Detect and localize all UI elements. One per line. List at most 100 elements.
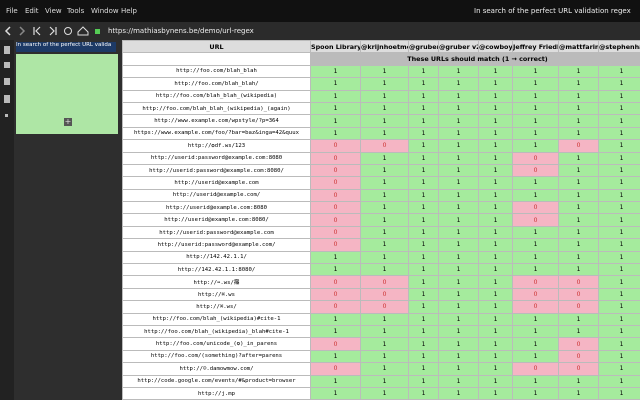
- result-cell: 1: [512, 139, 559, 153]
- result-row: http://foo.com/unicode_(✪)_in_parens 0 1 1 1…: [122, 337, 640, 351]
- result-cell: 0: [512, 213, 559, 227]
- result-cell: 1: [512, 250, 559, 265]
- result-cell: 1: [558, 101, 599, 116]
- result-cell: 1: [598, 238, 640, 252]
- menu-item[interactable]: View: [45, 7, 62, 15]
- url-cell: http://foo.com/blah_(wikipedia)_blah#cit…: [122, 324, 311, 339]
- result-cell: 1: [408, 213, 439, 227]
- new-tab-button[interactable]: +: [64, 117, 72, 126]
- url-cell: http://userid:password@example.com: [122, 225, 311, 240]
- result-cell: 0: [512, 275, 559, 289]
- result-cell: 1: [360, 64, 409, 79]
- result-cell: 1: [558, 64, 599, 79]
- menu-item[interactable]: File: [6, 7, 18, 15]
- nav-buttons[interactable]: [0, 22, 100, 40]
- result-cell: 1: [408, 263, 439, 277]
- result-cell: 1: [558, 201, 599, 215]
- result-cell: 1: [512, 337, 559, 351]
- result-cell: 1: [408, 225, 439, 240]
- result-row: http://foo.com/(something)?after=parens 1…: [122, 349, 640, 364]
- result-cell: 1: [558, 126, 599, 141]
- menu-item[interactable]: Tools: [67, 7, 85, 15]
- result-cell: 0: [310, 176, 361, 190]
- url-cell: http://userid:password@example.com:8080/: [122, 163, 311, 178]
- result-cell: 1: [360, 151, 409, 165]
- result-cell: 1: [408, 201, 439, 215]
- url-cell: http://userid:password@example.com/: [122, 238, 311, 252]
- address-bar[interactable]: https://mathiasbynens.be/demo/url-regex: [108, 27, 254, 35]
- result-cell: 1: [360, 188, 409, 203]
- result-cell: 1: [558, 89, 599, 103]
- result-cell: 1: [478, 349, 513, 364]
- url-cell: http://☺.damowmow.com/: [122, 362, 311, 376]
- result-cell: 1: [512, 176, 559, 190]
- menu-item[interactable]: Edit: [25, 7, 39, 15]
- result-cell: 1: [512, 126, 559, 141]
- result-cell: 1: [360, 362, 409, 376]
- result-cell: 0: [558, 275, 599, 289]
- tab-title[interactable]: In search of the perfect URL valida: [16, 42, 116, 52]
- result-cell: 1: [512, 188, 559, 203]
- result-cell: 1: [478, 64, 513, 79]
- result-cell: 1: [438, 287, 479, 302]
- result-cell: 1: [438, 362, 479, 376]
- result-cell: 1: [478, 362, 513, 376]
- result-cell: 1: [478, 101, 513, 116]
- url-cell: http://⌘.ws/: [122, 300, 311, 314]
- result-row: http://userid:password@example.com/0 1 1 1 1…: [122, 238, 640, 252]
- result-cell: 1: [408, 374, 439, 388]
- menu-item[interactable]: Window: [91, 7, 119, 15]
- result-cell: 0: [360, 275, 409, 289]
- result-cell: 1: [478, 312, 513, 327]
- url-cell: http://foo.com/blah_blah/: [122, 77, 311, 91]
- result-cell: 1: [310, 77, 361, 91]
- result-cell: 1: [478, 225, 513, 240]
- result-cell: 1: [478, 213, 513, 227]
- result-cell: 1: [438, 349, 479, 364]
- result-row: http://142.42.1.1/1 1 1 1 1 1 1 1: [122, 250, 640, 265]
- result-cell: 1: [310, 64, 361, 79]
- result-cell: 1: [438, 386, 479, 400]
- result-cell: 0: [558, 300, 599, 314]
- column-header: @mattfarina: [558, 40, 599, 54]
- result-cell: 0: [310, 163, 361, 178]
- url-cell: http://foo.com/(something)?after=parens: [122, 349, 311, 364]
- result-cell: 1: [438, 163, 479, 178]
- url-cell: http://userid@example.com: [122, 176, 311, 190]
- result-cell: 0: [310, 337, 361, 351]
- result-cell: 1: [310, 250, 361, 265]
- result-cell: 1: [598, 337, 640, 351]
- result-cell: 1: [598, 287, 640, 302]
- result-cell: 0: [512, 163, 559, 178]
- result-row: http://userid@example.com 0 1 1 1 1 1 1 1: [122, 176, 640, 190]
- result-cell: 1: [598, 139, 640, 153]
- menu-item[interactable]: Help: [121, 7, 137, 15]
- result-cell: 1: [438, 324, 479, 339]
- column-header: @gruber: [408, 40, 439, 54]
- result-cell: 0: [360, 300, 409, 314]
- result-cell: 1: [438, 300, 479, 314]
- result-cell: 1: [512, 238, 559, 252]
- nav-bar: https://mathiasbynens.be/demo/url-regex: [0, 22, 640, 40]
- section-title: These URLs should match (1 → correct): [310, 52, 640, 66]
- result-cell: 0: [512, 300, 559, 314]
- result-row: http://✪df.ws/123 0 0 1 1 1 1 0 1: [122, 139, 640, 153]
- result-cell: 1: [598, 188, 640, 203]
- result-cell: 1: [512, 64, 559, 79]
- result-cell: 1: [408, 386, 439, 400]
- result-cell: 1: [438, 238, 479, 252]
- result-cell: 0: [512, 151, 559, 165]
- url-cell: http://142.42.1.1:8080/: [122, 263, 311, 277]
- result-cell: 1: [310, 89, 361, 103]
- result-cell: 1: [598, 126, 640, 141]
- result-cell: 1: [360, 263, 409, 277]
- result-cell: 1: [512, 77, 559, 91]
- result-cell: 1: [310, 324, 361, 339]
- result-cell: 1: [512, 114, 559, 128]
- result-cell: 1: [558, 312, 599, 327]
- result-cell: 1: [408, 324, 439, 339]
- result-cell: 1: [558, 225, 599, 240]
- result-cell: 1: [598, 263, 640, 277]
- result-cell: 1: [598, 101, 640, 116]
- result-cell: 0: [558, 337, 599, 351]
